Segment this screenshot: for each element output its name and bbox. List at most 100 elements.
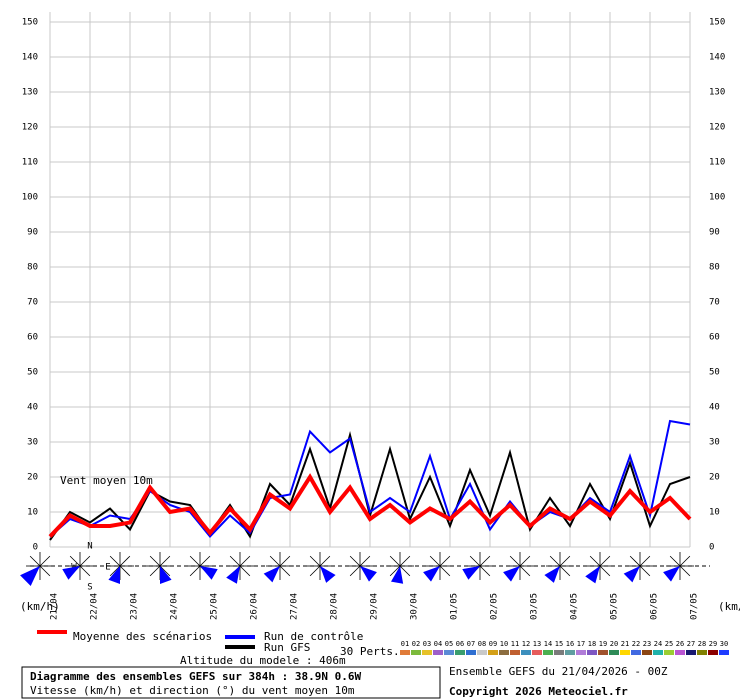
y-tick-label: 70 bbox=[27, 298, 38, 308]
y-tick-label: 130 bbox=[22, 88, 38, 98]
x-tick-label: 28/04 bbox=[330, 593, 340, 620]
perturbation-label: 08 bbox=[478, 640, 486, 648]
wind-wedge bbox=[623, 566, 640, 583]
y-tick-label: 120 bbox=[22, 123, 38, 133]
rose-spoke bbox=[519, 555, 531, 567]
perturbation-label: 18 bbox=[588, 640, 596, 648]
rose-spoke bbox=[159, 565, 171, 577]
rose-spoke bbox=[279, 555, 291, 567]
wind-wedge bbox=[200, 566, 218, 580]
legend-label: Run de contrôle bbox=[264, 630, 363, 643]
rose-spoke bbox=[399, 555, 411, 567]
rose-spoke bbox=[79, 565, 91, 577]
wind-wedge bbox=[263, 566, 280, 583]
perturbation-swatch bbox=[587, 650, 597, 655]
perturbation-label: 27 bbox=[687, 640, 695, 648]
y-tick-label: 100 bbox=[22, 193, 38, 203]
y-tick-label: 70 bbox=[709, 298, 720, 308]
x-tick-label: 29/04 bbox=[370, 593, 380, 620]
rose-spoke bbox=[159, 555, 171, 567]
rose-spoke bbox=[149, 555, 161, 567]
wind-wedge bbox=[20, 566, 40, 586]
x-tick-label: 27/04 bbox=[290, 593, 300, 620]
rose-spoke bbox=[309, 565, 321, 577]
wind-wedge bbox=[62, 566, 80, 580]
wind-wedge bbox=[585, 566, 600, 584]
rose-spoke bbox=[239, 555, 251, 567]
perturbation-swatch bbox=[697, 650, 707, 655]
perturbation-label: 21 bbox=[621, 640, 629, 648]
rose-spoke bbox=[629, 555, 641, 567]
x-tick-label: 01/05 bbox=[450, 593, 460, 620]
rose-spoke bbox=[389, 565, 401, 577]
perturbation-swatch bbox=[444, 650, 454, 655]
x-tick-label: 30/04 bbox=[410, 593, 420, 620]
altitude: Altitude du modele : 406m bbox=[180, 654, 346, 667]
perturbation-label: 25 bbox=[665, 640, 673, 648]
perturbation-label: 09 bbox=[489, 640, 497, 648]
chart-title: Diagramme des ensembles GEFS sur 384h : … bbox=[30, 670, 362, 683]
perturbation-label: 16 bbox=[566, 640, 574, 648]
rose-spoke bbox=[589, 555, 601, 567]
wind-wedge bbox=[544, 566, 560, 583]
series-line bbox=[48, 473, 692, 538]
wind-wedge bbox=[462, 566, 480, 580]
wind-rose bbox=[226, 552, 254, 584]
perturbation-swatch bbox=[400, 650, 410, 655]
wind-wedge bbox=[160, 566, 172, 584]
perturbation-swatch bbox=[631, 650, 641, 655]
x-tick-label: 04/05 bbox=[570, 593, 580, 620]
rose-spoke bbox=[429, 555, 441, 567]
perturbation-swatch bbox=[653, 650, 663, 655]
rose-spoke bbox=[509, 555, 521, 567]
rose-spoke bbox=[79, 555, 91, 567]
rose-spoke bbox=[109, 555, 121, 567]
y-tick-label: 40 bbox=[27, 403, 38, 413]
wind-wedge bbox=[391, 566, 404, 584]
y-tick-label: 110 bbox=[709, 158, 725, 168]
rose-spoke bbox=[359, 555, 371, 567]
rose-spoke bbox=[399, 565, 411, 577]
perturbation-label: 30 bbox=[720, 640, 728, 648]
rose-spoke bbox=[639, 565, 651, 577]
perturbation-label: 13 bbox=[533, 640, 541, 648]
wind-rose bbox=[503, 552, 534, 582]
y-tick-label: 60 bbox=[27, 333, 38, 343]
y-tick-label: 30 bbox=[27, 438, 38, 448]
y-tick-label: 80 bbox=[27, 263, 38, 273]
wind-rose bbox=[462, 552, 494, 580]
perturbation-label: 22 bbox=[632, 640, 640, 648]
y-tick-label: 10 bbox=[27, 508, 38, 518]
wind-wedge bbox=[226, 566, 240, 584]
perturbation-label: 11 bbox=[511, 640, 519, 648]
rose-spoke bbox=[269, 555, 281, 567]
rose-spoke bbox=[149, 565, 161, 577]
perturbation-swatch bbox=[488, 650, 498, 655]
y-tick-label: 0 bbox=[709, 543, 714, 553]
rose-spoke bbox=[439, 565, 451, 577]
rose-spoke bbox=[469, 555, 481, 567]
perturbation-label: 23 bbox=[643, 640, 651, 648]
rose-spoke bbox=[439, 555, 451, 567]
wind-rose bbox=[346, 552, 377, 582]
wind-rose bbox=[146, 552, 174, 584]
rose-spoke bbox=[349, 555, 361, 567]
wind-rose bbox=[585, 552, 614, 584]
perturbation-swatch bbox=[642, 650, 652, 655]
x-tick-label: 24/04 bbox=[170, 593, 180, 620]
perturbation-swatch bbox=[411, 650, 421, 655]
perturbation-swatch bbox=[466, 650, 476, 655]
perturbation-label: 17 bbox=[577, 640, 585, 648]
perturbation-label: 26 bbox=[676, 640, 684, 648]
perturbation-swatch bbox=[543, 650, 553, 655]
compass: N bbox=[87, 542, 92, 552]
y-tick-label: 140 bbox=[709, 53, 725, 63]
y-tick-label: 50 bbox=[27, 368, 38, 378]
wind-wedge bbox=[360, 566, 377, 582]
y-tick-label: 30 bbox=[709, 438, 720, 448]
annotation: Vent moyen 10m bbox=[60, 474, 153, 487]
rose-spoke bbox=[119, 555, 131, 567]
perturbation-label: 24 bbox=[654, 640, 662, 648]
rose-spoke bbox=[239, 565, 251, 577]
